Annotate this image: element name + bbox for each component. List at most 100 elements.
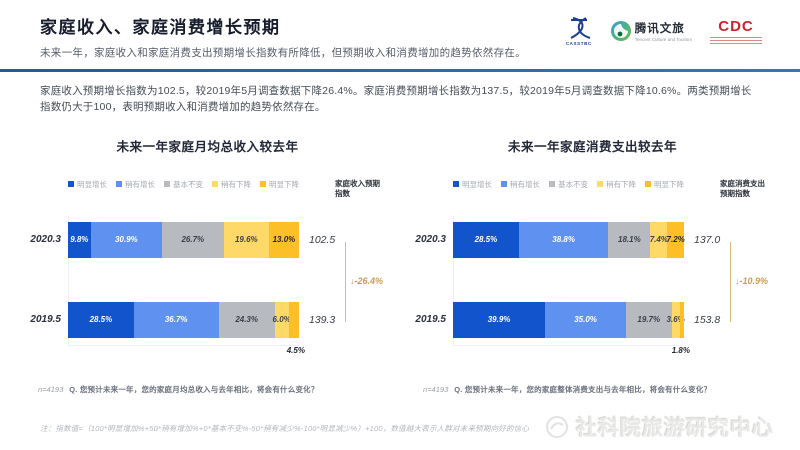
page-title: 家庭收入、家庭消费增长预期 (40, 18, 281, 37)
bar-segment: 13.0% (268, 221, 299, 258)
watermark-text: 社科院旅游研究中心 (576, 417, 774, 440)
bar-segment: 9.8% (68, 221, 91, 258)
consumption-expectation-chart: 未来一年家庭消费支出较去年 明显增长 稍有增长 基本不变 稍有下降 明显下降 家庭消费支出预… (413, 116, 772, 395)
change-bracket: ↓-26.4% (345, 222, 387, 360)
change-bracket: ↓-10.9% (730, 222, 772, 360)
bar-value-label: 7.4% (649, 235, 668, 245)
legend-label: 明显增长 (462, 179, 492, 189)
casstbc-logo-icon (570, 17, 591, 39)
bar-segment: 26.7% (162, 221, 224, 258)
legend-item: 明显增长 (68, 179, 107, 190)
bar-segment: 1.8% (672, 301, 690, 355)
income-expectation-chart: 未来一年家庭月均总收入较去年明显增长 稍有增长 基本不变 稍有下降 明显下降 家庭收入预期… (28, 116, 387, 395)
index-value: 102.5 (309, 233, 336, 246)
legend-item: 明显下降 (260, 179, 299, 190)
stacked-bar: 9.8% 30.9% 26.7% 19.6% 13.0% (68, 221, 299, 258)
bar-value-label: 18.1% (618, 235, 641, 245)
cdc-logo: CDC (710, 18, 762, 44)
tencent-logo-text: 腾讯文旅 Tencent Culture and Tourism (635, 20, 692, 42)
page-subtitle: 未来一年，家庭收入和家庭消费支出预期增长指数有所降低，但预期收入和消费增加的趋势… (40, 47, 526, 59)
tencent-logo-name: 腾讯文旅 (634, 23, 685, 35)
chart-note: n=4193 Q. 您预计未来一年，您的家庭整体消费支出与去年相比，将会有什么变化… (423, 384, 772, 395)
legend-color-swatch (597, 181, 603, 188)
category-label: 2019.5 (30, 314, 61, 326)
category-label: 2019.5 (415, 314, 446, 326)
change-label: ↓-10.9% (735, 275, 769, 286)
watermark: 社科院旅游研究中心 (542, 412, 774, 442)
summary-text: 家庭收入预期增长指数为102.5，较2019年5月调查数据下降26.4%。家庭消… (40, 85, 752, 114)
legend-label: 明显下降 (654, 179, 684, 189)
legend-item: 稍有下降 (597, 179, 636, 190)
logo-row: CASSTBC 腾讯文旅 Tencent Culture and Tourism (565, 16, 762, 46)
legend: 明显增长 稍有增长 基本不变 稍有下降 明显下降 家庭消费支出预期指数 (453, 179, 772, 200)
legend-color-swatch (116, 181, 122, 188)
category-label: 2020.3 (30, 234, 61, 246)
stacked-bar: 28.5% 36.7% 24.3% 6.0% 4.5% (68, 301, 305, 355)
chart-body: 2020.3 9.8% 30.9% 26.7% 19.6% 13.0% 102.5 2019.… (28, 215, 387, 360)
chart-body: 2020.3 28.5% 38.8% 18.1% 7.4% 7.2% 137.0 2019.5… (413, 215, 772, 360)
bar-value-label: 36.7% (164, 315, 188, 325)
index-axis-label: 家庭收入预期指数 (335, 178, 380, 199)
casstbc-logo: CASSTBC (565, 16, 593, 46)
legend-color-swatch (164, 181, 170, 188)
sample-size: n=4193 (38, 384, 64, 394)
change-bracket-line (730, 241, 731, 322)
bar-segment: 6.0% (272, 301, 291, 338)
category-label: 2020.3 (415, 234, 446, 246)
header-divider (0, 69, 800, 72)
legend-color-swatch (212, 181, 218, 188)
watermark-swan-icon (546, 416, 568, 438)
stacked-bar: 28.5% 38.8% 18.1% 7.4% 7.2% (453, 221, 685, 258)
tencent-wenlv-logo: 腾讯文旅 Tencent Culture and Tourism (610, 20, 692, 42)
tencent-logo-subtitle: Tencent Culture and Tourism (634, 37, 692, 42)
stacked-bar: 39.9% 35.0% 19.7% 3.6% 1.8% (453, 301, 690, 355)
bar-segment: 30.9% (90, 221, 162, 258)
casstbc-logo-label: CASSTBC (565, 41, 592, 46)
legend-color-swatch (501, 181, 507, 188)
bar-value-label: 28.5% (89, 315, 113, 325)
bar-row: 2019.5 28.5% 36.7% 24.3% 6.0% 4.5% 139.3 (28, 301, 343, 355)
legend-item: 稍有增长 (116, 179, 155, 190)
legend-item: 明显增长 (453, 179, 492, 190)
legend-label: 稍有增长 (125, 179, 155, 189)
bar-segment: 38.8% (518, 221, 609, 258)
bar-value-label: 6.0% (272, 315, 291, 325)
bar-segment: 24.3% (218, 301, 275, 338)
chart-note: n=4193 Q. 您预计未来一年，您的家庭月均总收入与去年相比，将会有什么变化？ (38, 384, 387, 395)
question-text: Q. 您预计未来一年，您的家庭整体消费支出与去年相比，将会有什么变化？ (454, 384, 712, 394)
bar-segment: 28.5% (453, 221, 519, 258)
bar-segment: 19.6% (223, 221, 269, 258)
bar-value-label: 19.6% (234, 235, 258, 245)
tencent-logo-icon (610, 21, 631, 41)
legend-item: 明显下降 (645, 179, 684, 190)
change-bracket-line (345, 241, 346, 322)
bar-value-label: 7.2% (666, 235, 685, 245)
sample-size: n=4193 (423, 384, 449, 394)
bar-segment: 36.7% (133, 301, 219, 338)
bar-segment: 28.5% (68, 301, 134, 338)
bar-segment: 7.2% (666, 221, 685, 258)
index-axis-label: 家庭消费支出预期指数 (720, 178, 765, 199)
legend-item: 稍有下降 (212, 179, 251, 190)
bar-value-label: 24.3% (235, 315, 258, 325)
bar-value-label: 38.8% (552, 235, 575, 245)
legend-item: 基本不变 (549, 179, 588, 190)
legend-item: 基本不变 (164, 179, 203, 190)
bar-value-label: 30.9% (114, 235, 138, 245)
charts-area: 未来一年家庭月均总收入较去年 明显增长 稍有增长 基本不变 稍有下降 明显下降 家庭收入预期… (28, 116, 772, 395)
bar-segment: 19.7% (626, 301, 672, 338)
legend-color-swatch (260, 181, 266, 188)
bar-segment: 3.6% (667, 301, 685, 338)
bar-row: 2020.3 9.8% 30.9% 26.7% 19.6% 13.0% 102.5 (28, 221, 343, 258)
chart-title: 未来一年家庭月均总收入较去年 (116, 139, 299, 154)
legend-label: 稍有下降 (221, 179, 251, 189)
bar-row: 2020.3 28.5% 38.8% 18.1% 7.4% 7.2% 137.0 (413, 221, 728, 258)
cdc-logo-caption-lines (710, 37, 762, 44)
cdc-logo-label: CDC (718, 18, 754, 35)
legend-label: 明显下降 (269, 179, 299, 189)
bar-value-label: 3.6% (666, 315, 685, 325)
bar-segment: 7.4% (649, 221, 668, 258)
bar-value-label: 9.8% (70, 235, 89, 245)
legend-label: 基本不变 (558, 179, 588, 189)
bar-segment: 4.5% (287, 301, 305, 355)
